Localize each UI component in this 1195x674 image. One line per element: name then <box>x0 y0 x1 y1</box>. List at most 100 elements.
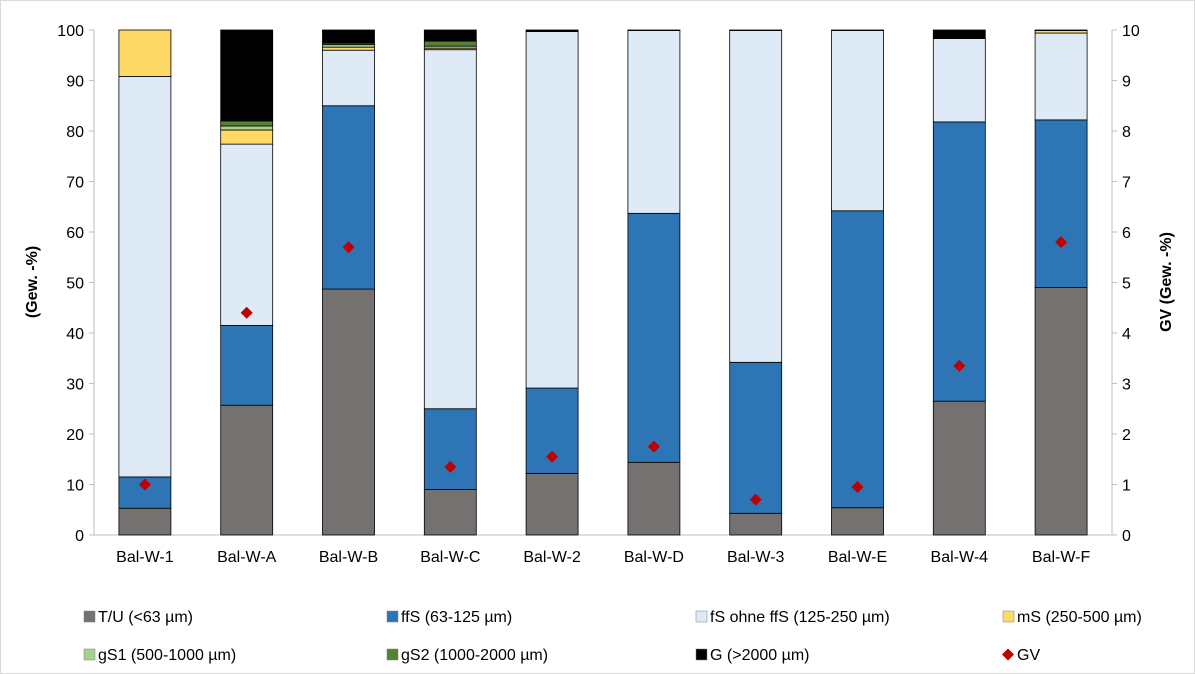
x-tick-label: Bal-W-4 <box>931 549 989 566</box>
gv-point <box>240 306 253 319</box>
bar-segment <box>627 30 681 214</box>
gv-point <box>647 440 660 453</box>
bar-segment <box>1034 119 1088 288</box>
gv-point <box>851 481 864 494</box>
legend-swatch <box>386 648 399 661</box>
bar-segment <box>220 129 274 145</box>
y-tick-label: 50 <box>66 276 84 293</box>
gv-point <box>342 241 355 254</box>
bar-segment <box>1034 29 1088 31</box>
y2-tick-label: 0 <box>1122 528 1131 545</box>
y-tick-label: 70 <box>66 175 84 192</box>
y2-tick-label: 1 <box>1122 478 1131 495</box>
bar-segment <box>525 31 579 389</box>
bar-segment <box>1034 32 1088 121</box>
x-tick-label: Bal-W-F <box>1032 549 1091 566</box>
legend-label: fS ohne ffS (125-250 µm) <box>710 609 890 626</box>
x-tick-label: Bal-W-3 <box>727 549 785 566</box>
legend-label: mS (250-500 µm) <box>1017 609 1142 626</box>
legend-label: gS1 (500-1000 µm) <box>98 647 236 664</box>
y2-tick-label: 3 <box>1122 377 1131 394</box>
legend-diamond <box>1002 648 1014 661</box>
bar-segment <box>322 105 375 290</box>
bar-segment <box>831 210 884 509</box>
legend-swatch <box>1002 610 1015 623</box>
y-tick-label: 90 <box>66 74 84 91</box>
bar-segment <box>1034 287 1088 536</box>
gv-point <box>953 359 966 372</box>
bar-segment <box>627 29 681 31</box>
x-tick-label: Bal-W-1 <box>116 549 174 566</box>
bar-segment <box>831 507 884 536</box>
y-tick-label: 20 <box>66 427 84 444</box>
bar-segment <box>220 404 274 536</box>
bar-segment <box>423 49 477 410</box>
y2-tick-label: 9 <box>1122 74 1131 91</box>
gv-point <box>749 493 762 506</box>
y2-tick-label: 6 <box>1122 225 1131 242</box>
x-tick-label: Bal-W-C <box>420 549 480 566</box>
bar-segment <box>525 29 579 32</box>
bar-segment <box>729 512 783 536</box>
bar-segment <box>220 120 274 127</box>
legend-label: T/U (<63 µm) <box>98 609 193 626</box>
bar-segment <box>932 29 986 39</box>
gv-point <box>546 450 559 463</box>
x-tick-label: Bal-W-D <box>624 549 684 566</box>
x-tick-label: Bal-W-A <box>217 549 277 566</box>
bar-segment <box>831 29 884 31</box>
legend-swatch <box>386 610 399 623</box>
bar-segment <box>831 30 884 212</box>
y2-tick-label: 10 <box>1122 23 1140 40</box>
bar-segment <box>423 29 477 42</box>
y2-tick-label: 4 <box>1122 326 1131 343</box>
legend-swatch <box>695 610 708 623</box>
legend-swatch <box>83 610 96 623</box>
bar-segment <box>220 125 274 131</box>
x-tick-label: Bal-W-E <box>828 549 887 566</box>
bar-segment <box>423 40 477 47</box>
bar-segment <box>118 507 172 536</box>
bar-segment <box>932 400 986 536</box>
bar-segment <box>729 361 783 514</box>
y-tick-label: 80 <box>66 124 84 141</box>
bar-segment <box>729 30 783 363</box>
y2-tick-label: 7 <box>1122 175 1131 192</box>
legend-swatch <box>695 648 708 661</box>
bar-segment <box>322 49 375 107</box>
bar-segment <box>423 489 477 536</box>
bar-segment <box>729 29 783 31</box>
legend-label: G (>2000 µm) <box>710 647 809 664</box>
y-tick-label: 100 <box>57 23 84 40</box>
y-tick-label: 30 <box>66 377 84 394</box>
x-tick-label: Bal-W-B <box>319 549 378 566</box>
gv-point <box>1055 236 1068 249</box>
bar-segment <box>932 121 986 402</box>
legend-swatch <box>83 648 96 661</box>
bar-segment <box>220 143 274 326</box>
bar-segment <box>118 76 172 478</box>
bar-segment <box>118 29 172 77</box>
x-tick-label: Bal-W-2 <box>523 549 581 566</box>
bar-segment <box>525 472 579 536</box>
gv-point <box>444 460 457 473</box>
bar-segment <box>322 288 375 536</box>
y-tick-label: 60 <box>66 225 84 242</box>
bar-segment <box>627 461 681 536</box>
legend-label: gS2 (1000-2000 µm) <box>401 647 548 664</box>
y2-tick-label: 8 <box>1122 124 1131 141</box>
bar-segment <box>627 212 681 463</box>
y2-tick-label: 2 <box>1122 427 1131 444</box>
legend-label: GV <box>1017 647 1040 664</box>
y2-tick-label: 5 <box>1122 276 1131 293</box>
bar-segment <box>220 29 274 122</box>
bar-segment <box>322 29 375 44</box>
y-tick-label: 40 <box>66 326 84 343</box>
bar-segment <box>220 325 274 406</box>
y-tick-label: 10 <box>66 478 84 495</box>
bar-segment <box>932 38 986 123</box>
gv-point <box>138 478 151 491</box>
bar-segment <box>322 46 375 51</box>
